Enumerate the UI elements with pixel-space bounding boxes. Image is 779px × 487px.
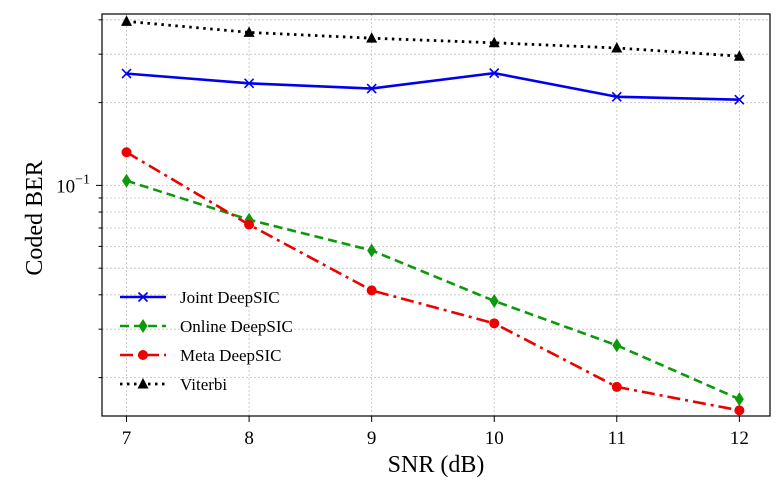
diamond-marker [612, 338, 622, 353]
legend-item-viterbi: Viterbi [120, 375, 227, 394]
x-marker-stroke [137, 291, 149, 303]
circle-marker [366, 285, 377, 296]
diamond-marker [122, 173, 132, 188]
x-tick-label: 7 [122, 428, 132, 449]
legend-item-joint-deepsic: Joint DeepSIC [120, 288, 280, 307]
circle-marker [611, 381, 622, 392]
y-tick-label: 10−1 [56, 172, 90, 197]
x-marker-stroke [366, 83, 377, 94]
x-marker [137, 291, 149, 303]
x-marker-stroke [244, 78, 255, 89]
series-line-meta-deepsic [125, 151, 740, 412]
triangle-marker [243, 26, 255, 37]
x-axis-ticks: 7 8 9 10 11 12 [122, 416, 749, 449]
x-marker-stroke [121, 68, 132, 79]
x-marker-stroke [611, 91, 622, 102]
diamond-marker [367, 243, 377, 258]
x-marker [366, 83, 377, 94]
x-tick-label: 10 [485, 428, 504, 449]
circle-marker [489, 318, 500, 329]
legend-label: Online DeepSIC [180, 317, 293, 336]
legend: Joint DeepSIC Online DeepSIC Meta DeepSIC V… [120, 288, 293, 394]
circle-marker [244, 219, 255, 230]
circle-marker [138, 350, 148, 360]
x-tick-label: 9 [367, 428, 377, 449]
triangle-marker [733, 50, 745, 61]
series-viterbi [121, 15, 745, 61]
triangle-marker [366, 32, 378, 43]
x-axis-label: SNR (dB) [388, 452, 485, 478]
circle-marker [121, 147, 132, 158]
x-marker-stroke [734, 94, 745, 105]
x-marker [121, 68, 132, 79]
legend-item-meta-deepsic: Meta DeepSIC [120, 346, 282, 365]
grid [102, 14, 770, 416]
x-tick-label: 12 [730, 428, 749, 449]
triangle-marker [488, 36, 500, 48]
legend-label: Viterbi [180, 375, 227, 394]
triangle-marker [137, 378, 149, 389]
series-joint-deepsic [121, 68, 745, 105]
y-axis-label: Coded BER [22, 160, 48, 275]
triangle-marker [121, 15, 133, 26]
triangle-marker [611, 41, 623, 53]
x-marker [244, 78, 255, 89]
x-tick-label: 8 [244, 428, 254, 449]
diamond-marker [734, 392, 744, 407]
diamond-marker [138, 319, 148, 333]
x-tick-label: 11 [608, 428, 626, 449]
x-marker-stroke [489, 68, 500, 79]
plot-frame [101, 13, 771, 417]
x-marker [734, 94, 745, 105]
legend-item-online-deepsic: Online DeepSIC [120, 317, 293, 336]
circle-marker [734, 405, 745, 416]
x-marker [489, 68, 500, 79]
series-group [121, 15, 745, 416]
series-online-deepsic [122, 173, 744, 407]
series-line-joint-deepsic [126, 71, 740, 101]
series-line-viterbi [126, 19, 740, 58]
legend-label: Meta DeepSIC [180, 346, 282, 365]
series-line-online-deepsic [126, 179, 740, 401]
legend-label: Joint DeepSIC [180, 288, 280, 307]
series-meta-deepsic [121, 147, 745, 416]
diamond-marker [489, 293, 499, 308]
x-marker [611, 91, 622, 102]
